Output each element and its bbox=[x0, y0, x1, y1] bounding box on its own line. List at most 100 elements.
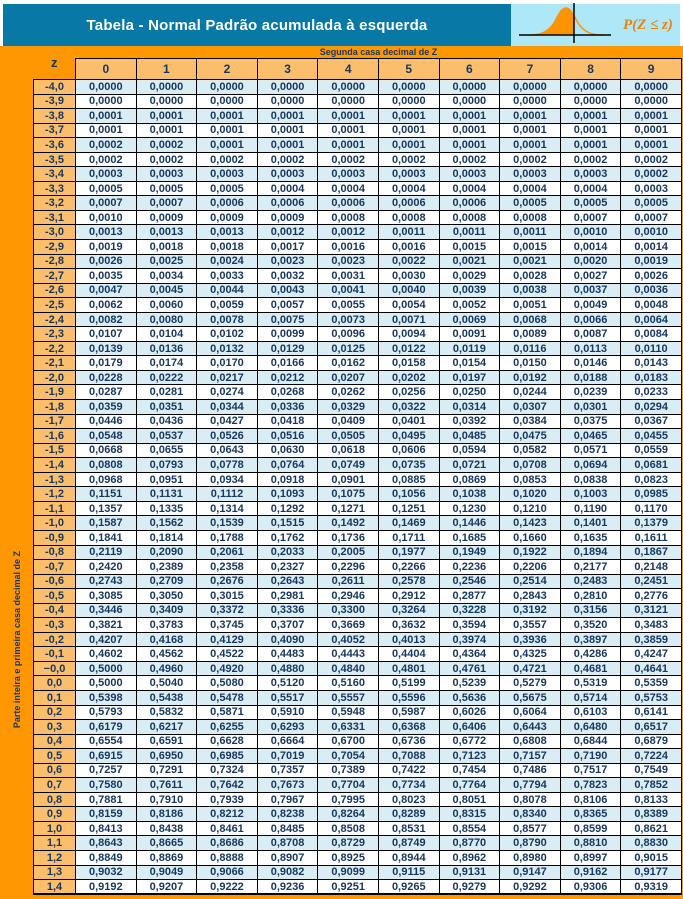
value-cell: 0,0021 bbox=[438, 253, 501, 270]
z-cell: -1,3 bbox=[33, 471, 76, 488]
value-cell: 0,0681 bbox=[620, 457, 682, 473]
value-cell: 0,0032 bbox=[256, 268, 319, 284]
value-cell: 0,0087 bbox=[559, 326, 622, 342]
value-cell: 0,0045 bbox=[135, 282, 198, 299]
value-cell: 0,7454 bbox=[438, 762, 501, 779]
z-cell: -1,9 bbox=[33, 384, 76, 401]
value-cell: 0,0329 bbox=[317, 399, 379, 415]
value-cell: 0,0778 bbox=[196, 457, 258, 473]
value-cell: 0,4364 bbox=[438, 646, 501, 662]
value-cell: 0,4013 bbox=[377, 631, 440, 648]
value-cell: 0,0006 bbox=[196, 195, 258, 211]
value-cell: 0,0001 bbox=[499, 137, 561, 153]
value-cell: 0,6368 bbox=[377, 719, 440, 735]
value-cell: 0,0166 bbox=[256, 355, 319, 371]
value-cell: 0,1977 bbox=[377, 544, 440, 561]
value-cell: 0,0154 bbox=[438, 355, 501, 371]
table-row: -3,1 0,0010 0,0009 0,0009 0,0009 0,0008 0,0008… bbox=[33, 209, 682, 226]
value-cell: 0,0051 bbox=[499, 297, 561, 313]
value-cell: 0,0029 bbox=[438, 268, 501, 284]
value-cell: 0,0174 bbox=[135, 355, 198, 371]
value-cell: 0,8508 bbox=[317, 820, 379, 837]
value-cell: 0,0000 bbox=[499, 79, 561, 95]
value-cell: 0,6293 bbox=[256, 719, 319, 735]
value-cell: 0,0668 bbox=[75, 442, 137, 459]
column-header: 4 bbox=[317, 58, 379, 80]
value-cell: 0,0808 bbox=[75, 457, 137, 473]
value-cell: 0,8238 bbox=[256, 806, 319, 822]
value-cell: 0,3557 bbox=[499, 617, 561, 633]
value-cell: 0,5000 bbox=[75, 675, 137, 691]
value-cell: 0,3707 bbox=[256, 617, 319, 633]
value-cell: 0,9236 bbox=[256, 879, 319, 896]
value-cell: 0,8264 bbox=[317, 806, 379, 822]
value-cell: 0,1151 bbox=[75, 486, 137, 502]
value-cell: 0,0096 bbox=[317, 326, 379, 342]
value-cell: 0,2266 bbox=[377, 559, 440, 575]
value-cell: 0,0021 bbox=[499, 253, 561, 270]
value-cell: 0,7517 bbox=[559, 762, 622, 779]
value-cell: 0,0075 bbox=[256, 311, 319, 328]
value-cell: 0,0212 bbox=[256, 369, 319, 386]
value-cell: 0,9265 bbox=[377, 879, 440, 896]
value-cell: 0,8289 bbox=[377, 806, 440, 822]
value-cell: 0,8133 bbox=[620, 791, 682, 808]
value-cell: 0,2420 bbox=[75, 559, 137, 575]
value-cell: 0,7734 bbox=[377, 777, 440, 793]
value-cell: 0,2709 bbox=[135, 573, 198, 590]
value-cell: 0,0023 bbox=[317, 253, 379, 270]
z-cell: -3,0 bbox=[33, 224, 76, 241]
value-cell: 0,8531 bbox=[377, 820, 440, 837]
value-cell: 0,0516 bbox=[256, 428, 319, 444]
column-header: 5 bbox=[377, 58, 440, 80]
table-row: -2,3 0,0107 0,0104 0,0102 0,0099 0,0096 0,0094… bbox=[33, 326, 682, 342]
value-cell: 0,6255 bbox=[196, 719, 258, 735]
value-cell: 0,0000 bbox=[75, 93, 137, 110]
value-cell: 0,3015 bbox=[196, 588, 258, 604]
value-cell: 0,5199 bbox=[377, 675, 440, 691]
value-cell: 0,9306 bbox=[559, 879, 622, 896]
value-cell: 0,3745 bbox=[196, 617, 258, 633]
value-cell: 0,8212 bbox=[196, 806, 258, 822]
table-row: -0,5 0,3085 0,3050 0,3015 0,2981 0,2946 0,2912… bbox=[33, 588, 682, 604]
value-cell: 0,9049 bbox=[135, 864, 198, 881]
value-cell: 0,0322 bbox=[377, 399, 440, 415]
value-cell: 0,0006 bbox=[438, 195, 501, 211]
z-cell: -1,2 bbox=[33, 486, 76, 502]
value-cell: 0,7324 bbox=[196, 762, 258, 779]
value-cell: 0,5987 bbox=[377, 704, 440, 721]
value-cell: 0,0606 bbox=[377, 442, 440, 459]
z-cell: 0,8 bbox=[33, 791, 76, 808]
value-cell: 0,0006 bbox=[317, 195, 379, 211]
value-cell: 0,9115 bbox=[377, 864, 440, 881]
value-cell: 0,1230 bbox=[438, 500, 501, 517]
value-cell: 0,1587 bbox=[75, 515, 137, 531]
value-cell: 0,0003 bbox=[377, 166, 440, 182]
table-row: -3,2 0,0007 0,0007 0,0006 0,0006 0,0006 0,0006… bbox=[33, 195, 682, 211]
value-cell: 0,0436 bbox=[135, 413, 198, 430]
value-cell: 0,7704 bbox=[317, 777, 379, 793]
value-cell: 0,0000 bbox=[196, 79, 258, 95]
value-cell: 0,0129 bbox=[256, 340, 319, 357]
value-cell: 0,0446 bbox=[75, 413, 137, 430]
value-cell: 0,0003 bbox=[499, 166, 561, 182]
value-cell: 0,0055 bbox=[317, 297, 379, 313]
value-cell: 0,7486 bbox=[499, 762, 561, 779]
value-cell: 0,0571 bbox=[559, 442, 622, 459]
value-cell: 0,2776 bbox=[620, 588, 682, 604]
value-cell: 0,9066 bbox=[196, 864, 258, 881]
value-cell: 0,8389 bbox=[620, 806, 682, 822]
value-cell: 0,4681 bbox=[559, 660, 622, 677]
value-cell: 0,0005 bbox=[135, 180, 198, 197]
value-cell: 0,1841 bbox=[75, 529, 137, 546]
value-cell: 0,6844 bbox=[559, 733, 622, 750]
z-cell: 0,6 bbox=[33, 762, 76, 779]
value-cell: 0,2514 bbox=[499, 573, 561, 590]
value-cell: 0,0708 bbox=[499, 457, 561, 473]
value-cell: 0,8665 bbox=[135, 835, 198, 851]
z-cell: -3,5 bbox=[33, 151, 76, 168]
table-row: -2,8 0,0026 0,0025 0,0024 0,0023 0,0023 0,0022… bbox=[33, 253, 682, 270]
value-cell: 0,9032 bbox=[75, 864, 137, 881]
value-cell: 0,0192 bbox=[499, 369, 561, 386]
stats-table-wrap: z Segunda casa decimal de Z 0 1 2 3 4 5 … bbox=[33, 46, 682, 896]
